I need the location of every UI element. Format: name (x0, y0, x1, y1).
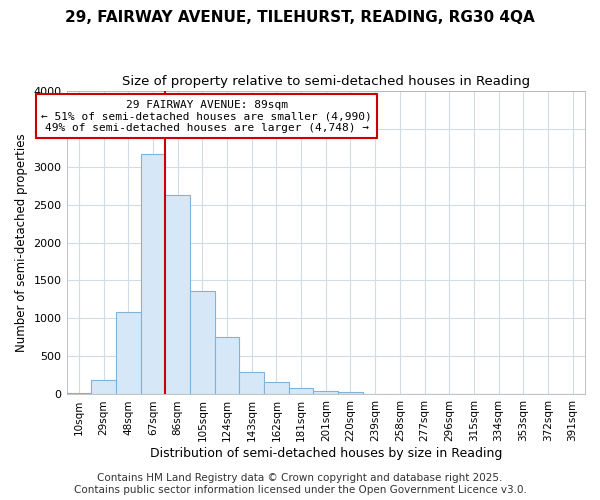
Y-axis label: Number of semi-detached properties: Number of semi-detached properties (15, 133, 28, 352)
Bar (338, 392, 363, 394)
Text: 29 FAIRWAY AVENUE: 89sqm
← 51% of semi-detached houses are smaller (4,990)
49% o: 29 FAIRWAY AVENUE: 89sqm ← 51% of semi-d… (41, 100, 372, 133)
Bar (215, 338, 239, 394)
Bar (67, 393, 91, 394)
Bar (91, 380, 116, 394)
Bar (140, 154, 165, 394)
Bar (165, 194, 190, 394)
X-axis label: Distribution of semi-detached houses by size in Reading: Distribution of semi-detached houses by … (149, 447, 502, 460)
Bar (313, 390, 338, 394)
Bar (289, 388, 313, 394)
Text: Contains HM Land Registry data © Crown copyright and database right 2025.
Contai: Contains HM Land Registry data © Crown c… (74, 474, 526, 495)
Bar (264, 382, 289, 394)
Title: Size of property relative to semi-detached houses in Reading: Size of property relative to semi-detach… (122, 75, 530, 88)
Bar (190, 291, 215, 395)
Bar (239, 372, 264, 394)
Text: 29, FAIRWAY AVENUE, TILEHURST, READING, RG30 4QA: 29, FAIRWAY AVENUE, TILEHURST, READING, … (65, 10, 535, 25)
Bar (116, 312, 140, 394)
